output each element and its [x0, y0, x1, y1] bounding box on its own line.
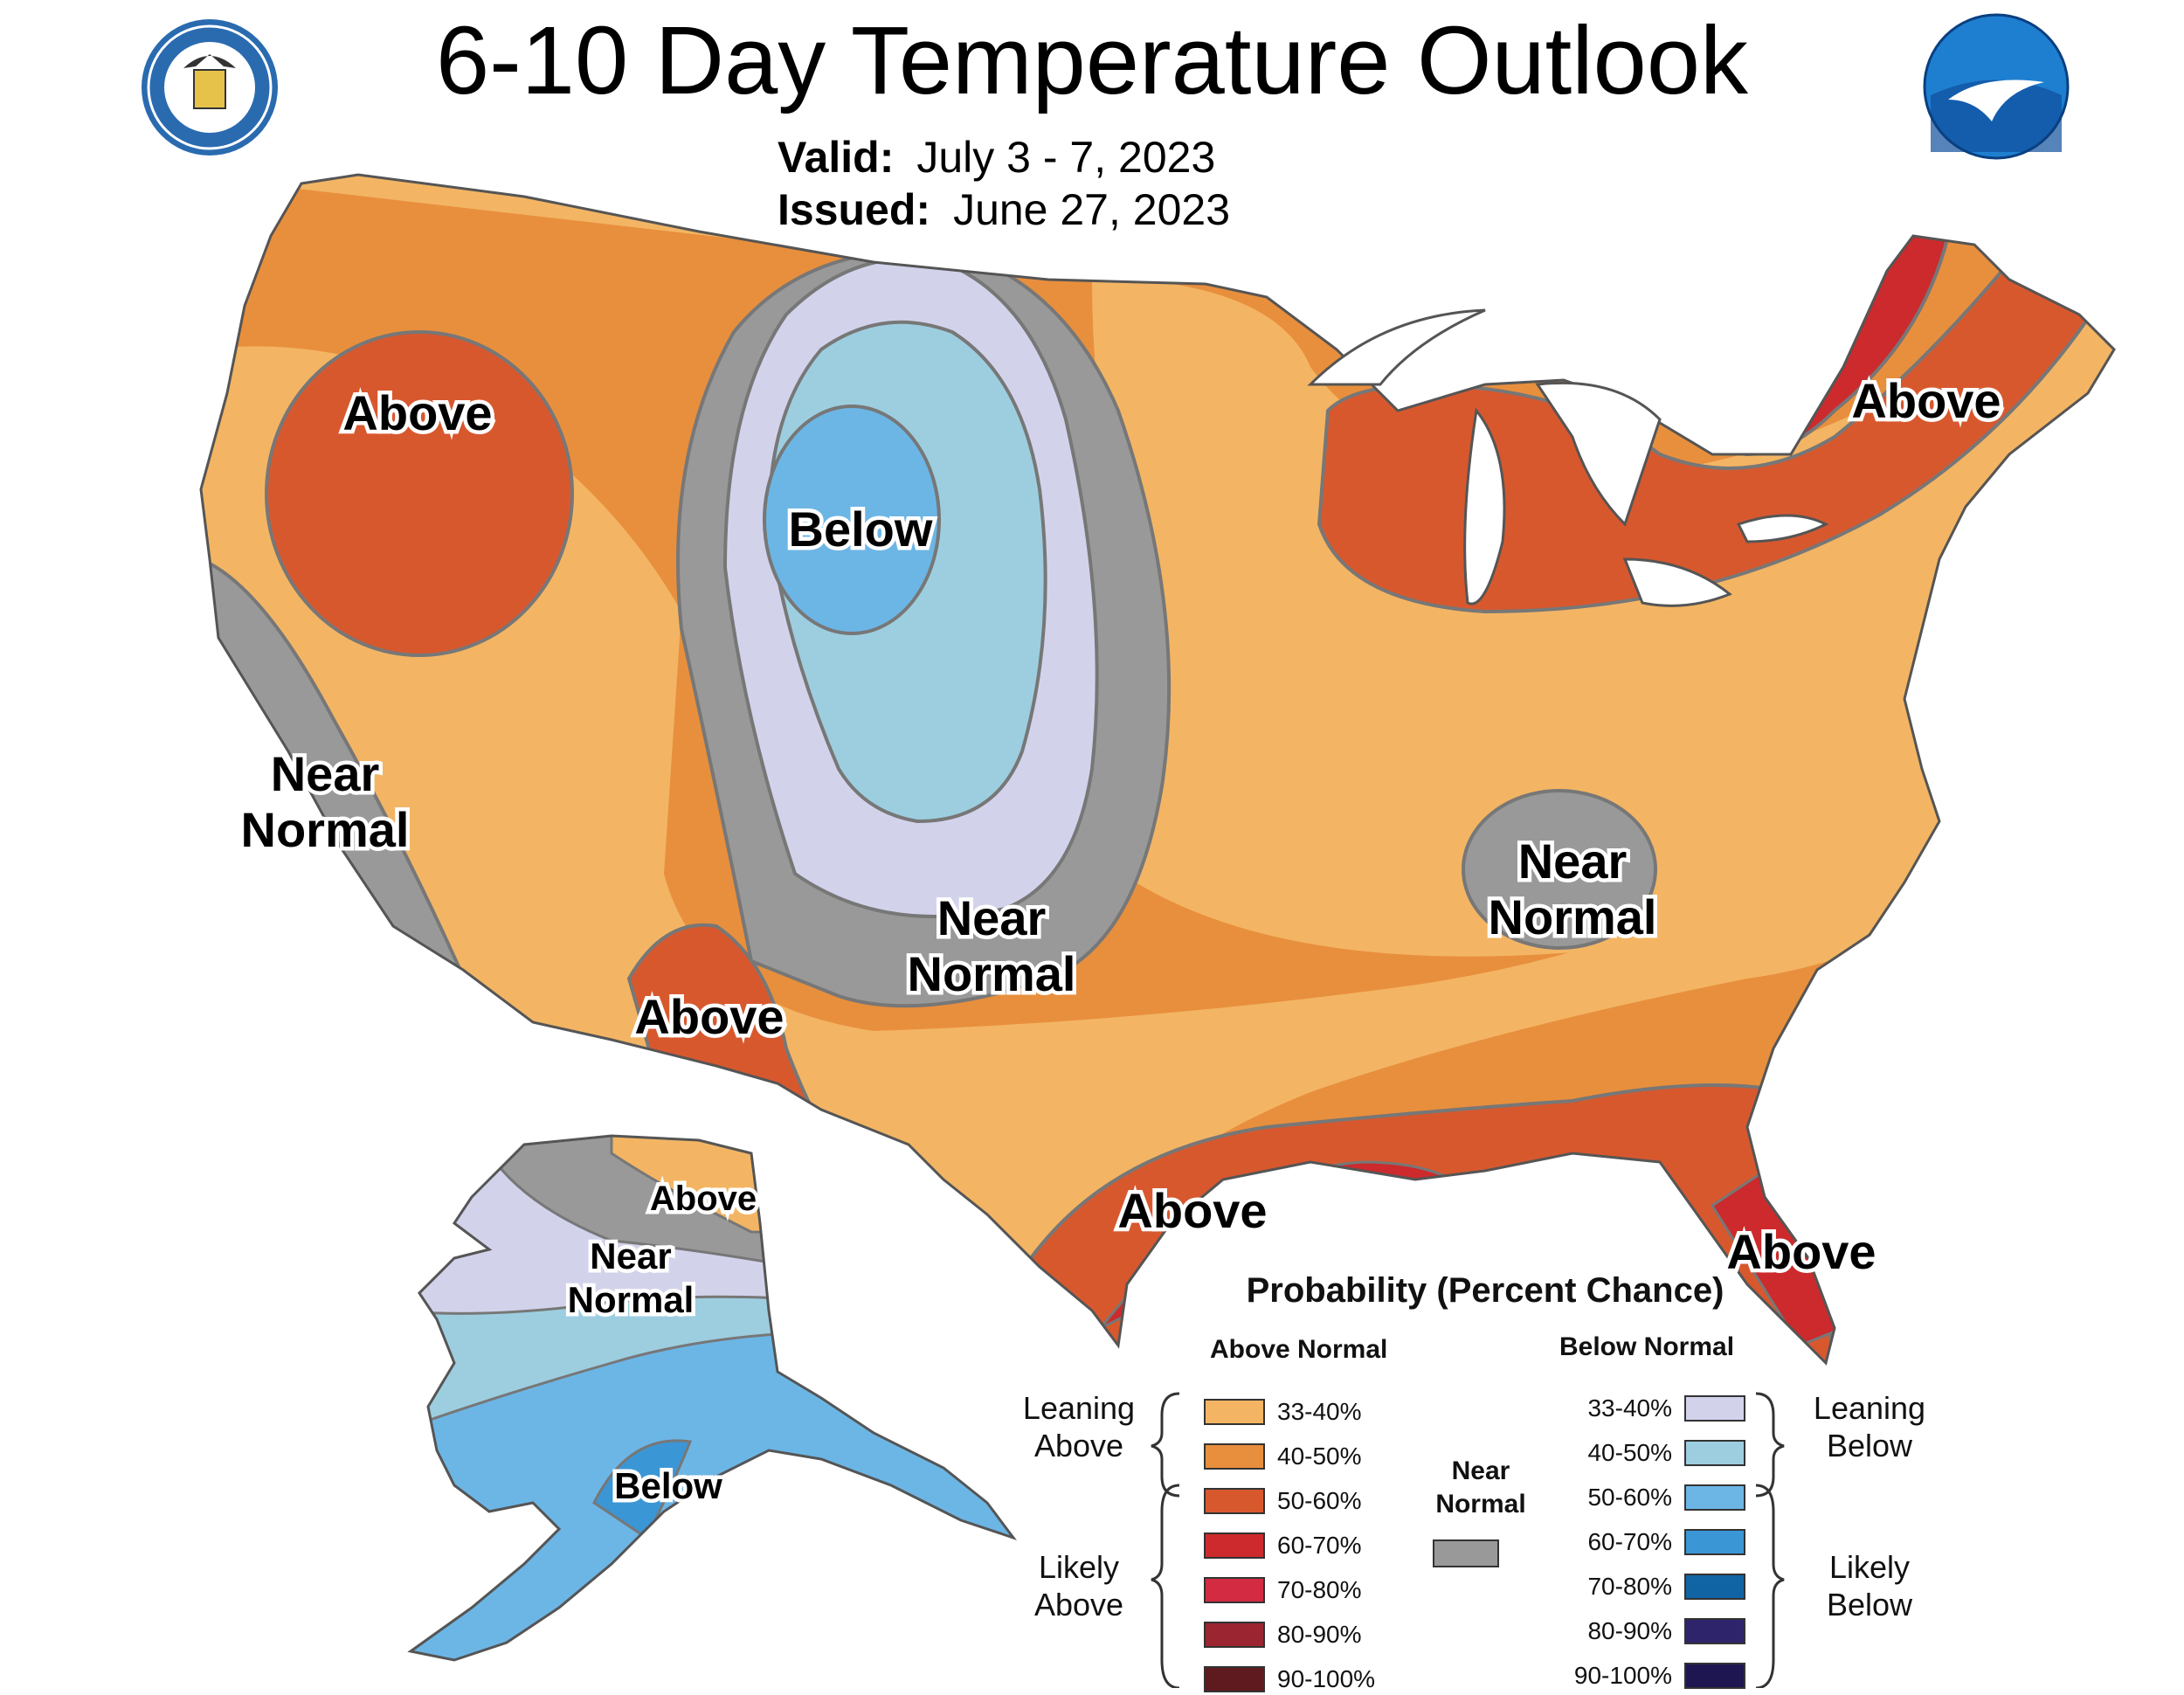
legend-below-swatch	[1684, 1618, 1745, 1644]
legend-near-normal-swatch	[1433, 1539, 1499, 1567]
legend-below-swatch	[1684, 1395, 1745, 1422]
legend-above-swatch	[1204, 1666, 1265, 1692]
legend-above-row: 60-70%	[1204, 1530, 1362, 1561]
legend-below-range: 60-70%	[1587, 1528, 1672, 1555]
legend-below-swatch	[1684, 1529, 1745, 1555]
legend-below-swatch	[1684, 1484, 1745, 1511]
legend-leaning-below: Leaning Below	[1813, 1390, 1926, 1463]
legend-above-row: 90-100%	[1204, 1664, 1375, 1695]
legend-above-range: 50-60%	[1277, 1487, 1362, 1514]
region-label-above-florida: Above	[1726, 1224, 1876, 1279]
legend-above-header: Above Normal	[1210, 1335, 1388, 1364]
legend-above-range: 40-50%	[1277, 1442, 1362, 1470]
map-title: 6-10 Day Temperature Outlook	[435, 7, 1749, 114]
region-label-above-southwest: Above	[634, 989, 784, 1044]
region-label-near-normal-tennessee: Near Normal	[1489, 834, 1657, 944]
legend-below-range: 80-90%	[1587, 1617, 1672, 1644]
legend-near-normal-label: Near Normal	[1435, 1456, 1526, 1519]
region-label-alaska-below: Below	[614, 1465, 722, 1506]
legend-below-swatch	[1684, 1574, 1745, 1600]
legend-above-row: 50-60%	[1204, 1485, 1362, 1517]
legend-above-swatch	[1204, 1622, 1265, 1648]
legend-title: Probability (Percent Chance)	[1246, 1271, 1724, 1310]
legend-above-swatch	[1204, 1443, 1265, 1470]
legend-below-range: 40-50%	[1587, 1439, 1672, 1466]
legend-above-range: 80-90%	[1277, 1621, 1362, 1648]
legend-below-range: 50-60%	[1587, 1484, 1672, 1511]
legend-above-swatch	[1204, 1532, 1265, 1559]
legend-above-row: 80-90%	[1204, 1619, 1362, 1650]
legend-above-range: 33-40%	[1277, 1398, 1362, 1425]
legend-likely-above: Likely Above	[1033, 1549, 1124, 1622]
alaska-outline	[407, 1134, 1018, 1662]
issued-date: Issued: June 27, 2023	[778, 185, 1231, 234]
legend-below-range: 70-80%	[1587, 1573, 1672, 1600]
legend-below-row: 40-50%	[1555, 1437, 1745, 1469]
noaa-logo-icon	[1923, 13, 2070, 160]
legend-above-range: 70-80%	[1277, 1576, 1362, 1603]
legend-above-swatch	[1204, 1577, 1265, 1603]
legend-above-row: 40-50%	[1204, 1441, 1362, 1472]
legend-below-row: 90-100%	[1555, 1660, 1745, 1692]
legend-below-row: 33-40%	[1555, 1393, 1745, 1424]
region-label-below-plains: Below	[789, 502, 933, 557]
legend-above-row: 33-40%	[1204, 1396, 1362, 1428]
region-label-above-northeast: Above	[1851, 373, 2001, 428]
legend-braces	[1151, 1392, 1785, 1688]
legend-leaning-above: Leaning Above	[1022, 1390, 1136, 1463]
outlook-dates: Valid: July 3 - 7, 2023 Issued: June 27, 2…	[778, 131, 1230, 236]
legend-above-swatch	[1204, 1488, 1265, 1514]
legend-below-row: 80-90%	[1555, 1615, 1745, 1647]
legend-below-header: Below Normal	[1559, 1332, 1735, 1361]
legend-below-row: 70-80%	[1555, 1571, 1745, 1602]
region-label-alaska-near-normal: Near Normal	[568, 1235, 695, 1320]
region-label-near-normal-california: Near Normal	[241, 746, 410, 857]
legend-above-range: 60-70%	[1277, 1532, 1362, 1559]
region-label-near-normal-plains: Near Normal	[908, 890, 1076, 1001]
region-label-alaska-above: Above	[650, 1180, 757, 1218]
valid-dates: Valid: July 3 - 7, 2023	[778, 133, 1216, 182]
great-lakes	[1307, 308, 1829, 607]
legend-above-row: 70-80%	[1204, 1574, 1362, 1606]
legend-above-swatch	[1204, 1399, 1265, 1425]
legend-below-range: 90-100%	[1573, 1662, 1672, 1689]
legend-below-swatch	[1684, 1663, 1745, 1689]
legend-above-range: 90-100%	[1277, 1665, 1376, 1692]
legend-below-range: 33-40%	[1587, 1394, 1672, 1422]
legend-below-row: 50-60%	[1555, 1482, 1745, 1513]
region-label-above-northwest: Above	[342, 385, 492, 440]
legend-below-swatch	[1684, 1440, 1745, 1466]
department-of-commerce-seal-icon	[142, 19, 278, 156]
region-label-above-gulf: Above	[1117, 1183, 1267, 1238]
legend-below-row: 60-70%	[1555, 1526, 1745, 1558]
legend-likely-below: Likely Below	[1826, 1549, 1913, 1622]
